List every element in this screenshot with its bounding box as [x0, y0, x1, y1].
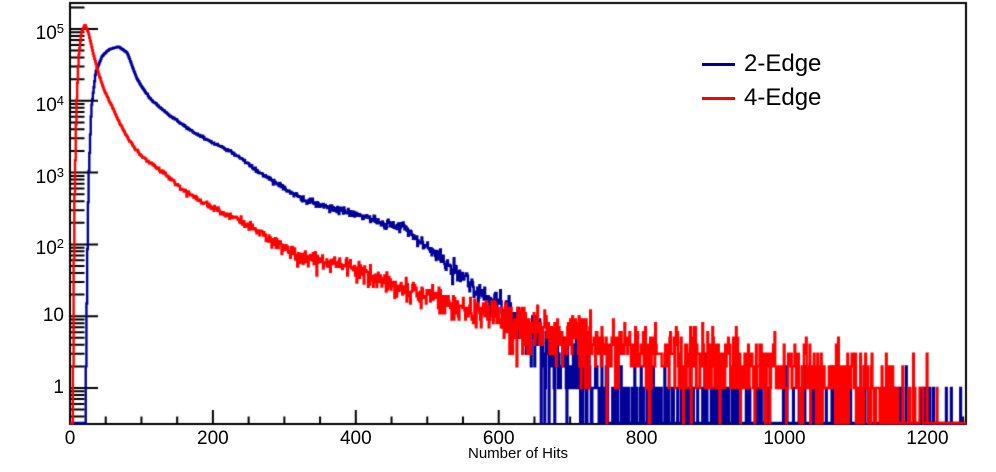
y-tick-label: 103	[35, 164, 64, 188]
legend-entry-2edge: 2-Edge	[702, 47, 821, 81]
y-tick-label: 102	[35, 236, 64, 260]
x-tick-label: 800	[625, 428, 658, 449]
x-axis-title: Number of Hits	[467, 445, 569, 462]
x-tick-label: 0	[64, 428, 76, 449]
x-tick-label: 400	[339, 428, 372, 449]
y-tick-label: 10	[42, 305, 64, 327]
y-tick-label: 105	[35, 21, 64, 44]
x-tick-label: 600	[482, 428, 515, 449]
x-tick-label: 200	[197, 428, 229, 449]
x-tick-label: 1000	[763, 428, 806, 449]
legend-label-4edge: 4-Edge	[744, 84, 822, 111]
legend: 2-Edge 4-Edge	[702, 47, 821, 115]
x-tick-label: 1200	[906, 428, 949, 449]
y-tick-label: 1	[53, 377, 64, 398]
legend-line-swatch-blue	[702, 62, 735, 66]
legend-label-2edge: 2-Edge	[744, 50, 822, 77]
y-tick-label: 104	[35, 92, 64, 116]
legend-entry-4edge: 4-Edge	[702, 81, 821, 115]
legend-line-swatch-red	[702, 96, 735, 100]
